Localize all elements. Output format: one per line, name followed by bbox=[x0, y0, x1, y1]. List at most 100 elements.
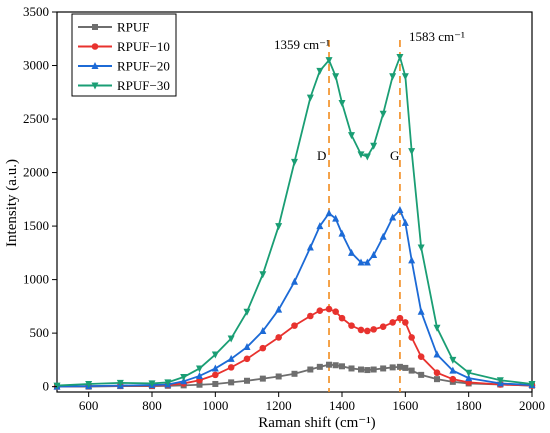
data-point bbox=[307, 366, 314, 373]
legend-marker bbox=[91, 43, 99, 50]
data-point bbox=[228, 379, 235, 386]
data-point bbox=[259, 344, 267, 352]
series-line bbox=[56, 54, 533, 387]
data-point bbox=[348, 365, 355, 372]
legend-label: RPUF bbox=[117, 20, 150, 35]
legend-label: RPUF−10 bbox=[117, 39, 170, 54]
data-point bbox=[528, 380, 536, 388]
annotation-1359-label: 1359 cm⁻¹ bbox=[274, 37, 330, 52]
data-point bbox=[379, 323, 387, 331]
data-point bbox=[465, 369, 473, 377]
data-point bbox=[408, 148, 416, 156]
data-point bbox=[396, 53, 404, 61]
data-point bbox=[402, 364, 409, 371]
data-point bbox=[275, 334, 282, 341]
data-point bbox=[244, 377, 250, 384]
data-point bbox=[306, 94, 314, 102]
data-point bbox=[396, 206, 404, 214]
y-tick-label: 500 bbox=[30, 325, 50, 340]
data-point bbox=[211, 364, 219, 372]
x-tick-label: 1200 bbox=[266, 398, 292, 413]
data-point bbox=[379, 110, 387, 118]
legend-marker bbox=[91, 82, 99, 90]
y-tick-label: 1500 bbox=[23, 218, 49, 233]
series-RPUF−20 bbox=[53, 206, 536, 390]
data-point bbox=[402, 319, 409, 326]
ticks-layer: 600 800 1000 1200 1400 1600 1800 2000 0 500 1000 15… bbox=[23, 4, 545, 413]
data-point bbox=[496, 377, 504, 385]
data-point bbox=[211, 351, 219, 359]
data-point bbox=[408, 367, 415, 374]
data-point bbox=[212, 380, 219, 387]
data-point bbox=[259, 326, 267, 334]
data-point bbox=[389, 364, 396, 371]
data-point bbox=[396, 314, 404, 322]
data-point bbox=[291, 322, 298, 329]
y-tick-label: 1000 bbox=[23, 272, 49, 287]
data-point bbox=[357, 258, 365, 266]
data-point bbox=[196, 381, 203, 388]
data-point bbox=[316, 67, 324, 75]
data-point bbox=[418, 371, 425, 378]
data-point bbox=[275, 305, 283, 313]
legend-item: RPUF−10 bbox=[78, 39, 170, 54]
data-point bbox=[164, 379, 172, 387]
data-point bbox=[401, 73, 409, 81]
y-tick-label: 3000 bbox=[23, 58, 49, 73]
x-tick-label: 1400 bbox=[329, 398, 355, 413]
data-point bbox=[348, 248, 355, 256]
x-tick-label: 1600 bbox=[392, 398, 418, 413]
data-point bbox=[332, 73, 340, 81]
x-tick-label: 600 bbox=[79, 398, 99, 413]
data-point bbox=[370, 326, 377, 333]
y-tick-label: 3500 bbox=[23, 4, 49, 19]
legend-label: RPUF−20 bbox=[117, 59, 170, 74]
data-point bbox=[243, 355, 251, 363]
plot-border bbox=[56, 11, 533, 393]
data-point bbox=[338, 314, 346, 322]
data-point bbox=[316, 363, 323, 370]
data-point bbox=[316, 222, 324, 230]
data-point bbox=[291, 370, 298, 377]
data-point bbox=[338, 229, 346, 237]
data-point bbox=[325, 209, 333, 217]
data-point bbox=[227, 354, 235, 362]
data-point bbox=[227, 335, 235, 343]
data-point bbox=[148, 380, 156, 388]
data-point bbox=[196, 365, 203, 373]
data-point bbox=[116, 379, 124, 387]
data-point bbox=[358, 366, 364, 373]
data-point bbox=[357, 151, 365, 159]
data-point bbox=[433, 369, 441, 377]
data-point bbox=[332, 308, 339, 316]
data-point bbox=[401, 218, 409, 226]
data-point bbox=[408, 334, 415, 341]
data-point bbox=[370, 142, 378, 150]
data-point bbox=[212, 371, 219, 379]
annotations-layer: 1359 cm⁻¹ 1583 cm⁻¹ D G bbox=[274, 29, 465, 163]
annotation-1583-label: 1583 cm⁻¹ bbox=[409, 29, 465, 44]
data-point bbox=[259, 375, 266, 382]
data-point bbox=[307, 312, 314, 320]
series-RPUF−10 bbox=[53, 305, 536, 390]
data-point bbox=[291, 277, 298, 285]
y-tick-label: 2500 bbox=[23, 111, 49, 126]
data-point bbox=[449, 375, 457, 383]
data-point bbox=[332, 362, 339, 369]
data-point bbox=[275, 373, 282, 380]
legend: RPUF RPUF−10 RPUF−20 RPUF−30 bbox=[71, 13, 177, 97]
y-tick-label: 0 bbox=[43, 379, 50, 394]
data-point bbox=[417, 244, 425, 252]
y-axis-title: Intensity (a.u.) bbox=[4, 159, 20, 247]
data-point bbox=[379, 232, 387, 240]
data-point bbox=[417, 353, 425, 360]
data-point bbox=[325, 57, 333, 65]
data-point bbox=[364, 367, 371, 374]
x-tick-label: 1800 bbox=[456, 398, 482, 413]
data-point bbox=[291, 158, 298, 166]
data-point bbox=[348, 322, 355, 329]
data-point bbox=[180, 374, 188, 382]
data-point bbox=[275, 223, 283, 231]
